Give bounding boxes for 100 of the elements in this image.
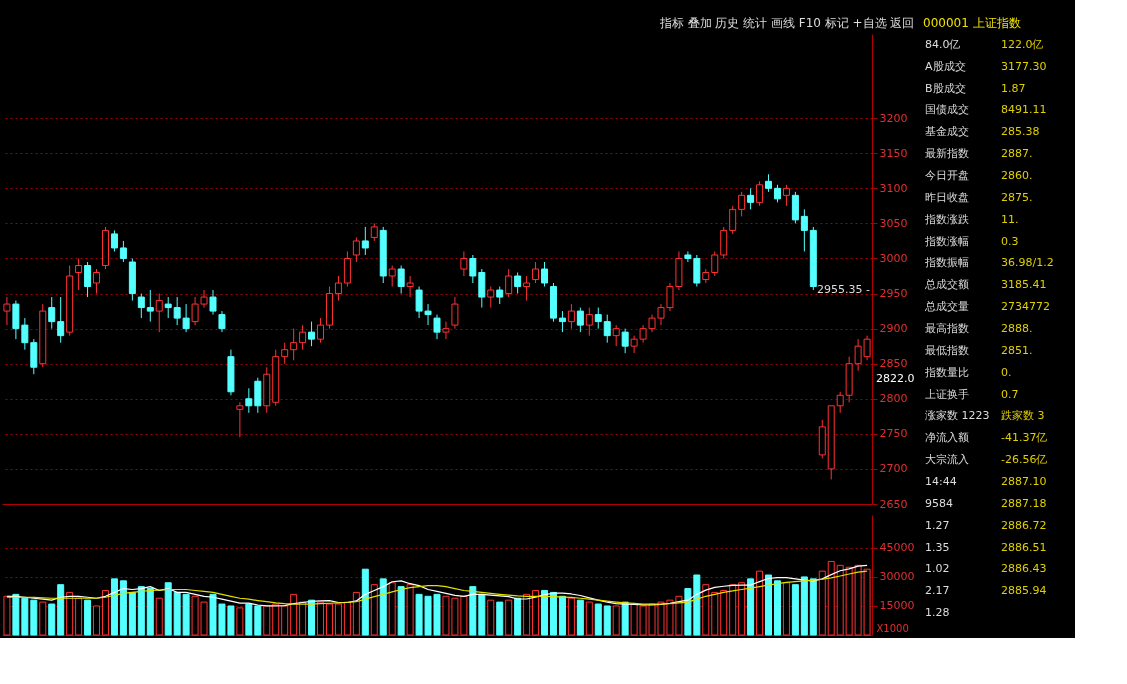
candlestick bbox=[164, 296, 172, 319]
text: 2885.94 bbox=[1001, 584, 1047, 598]
bar bbox=[478, 593, 486, 636]
text: 2851. bbox=[1001, 343, 1033, 357]
text: 指数量比 bbox=[924, 365, 969, 379]
candlestick bbox=[567, 303, 575, 330]
y-tick-label: 2850 bbox=[879, 357, 908, 371]
bar bbox=[57, 584, 65, 636]
bar bbox=[245, 603, 253, 636]
y-tick-label: 30000 bbox=[879, 570, 915, 584]
bar bbox=[576, 599, 584, 636]
text: 1.02 bbox=[925, 562, 950, 576]
bar bbox=[496, 601, 504, 636]
text: 2887. bbox=[1001, 147, 1033, 161]
text: 8491.11 bbox=[1001, 103, 1047, 117]
text: 大宗流入 bbox=[925, 453, 969, 467]
text: -26.56亿 bbox=[1001, 453, 1048, 467]
candlestick bbox=[451, 296, 459, 330]
bar bbox=[765, 574, 773, 636]
candlestick bbox=[532, 261, 540, 284]
text: 2822.0 bbox=[876, 372, 915, 385]
text: 2734772 bbox=[1001, 300, 1050, 314]
candlestick bbox=[299, 324, 307, 351]
text: 2887.18 bbox=[1001, 496, 1047, 510]
bar bbox=[146, 588, 154, 636]
text: 11. bbox=[1001, 212, 1019, 226]
candlestick bbox=[146, 289, 154, 323]
bar bbox=[128, 591, 136, 636]
text: B股成交 bbox=[925, 81, 966, 95]
annotation: 2955.35 - bbox=[817, 283, 871, 296]
candlestick bbox=[3, 296, 11, 326]
bar bbox=[541, 589, 549, 636]
text: -41.37亿 bbox=[1001, 431, 1048, 445]
candlestick bbox=[352, 236, 360, 263]
y-tick-label: 2950 bbox=[879, 287, 908, 301]
bar bbox=[809, 578, 817, 636]
bar bbox=[137, 586, 145, 636]
candlestick bbox=[281, 342, 289, 365]
text: 跌家数 3 bbox=[1001, 409, 1045, 423]
candlestick bbox=[487, 286, 495, 309]
text: 指数涨跌 bbox=[924, 212, 969, 226]
bar bbox=[164, 582, 172, 636]
candlestick bbox=[442, 321, 450, 340]
text: 涨家数 1223 bbox=[925, 409, 990, 423]
y-tick-label: 3000 bbox=[879, 251, 908, 265]
y-tick-label: 2800 bbox=[879, 392, 908, 406]
text: 3185.41 bbox=[1001, 278, 1047, 292]
candlestick bbox=[594, 307, 602, 330]
text: 2886.43 bbox=[1001, 562, 1047, 576]
text: 000001 上证指数 bbox=[923, 16, 1021, 30]
candlestick bbox=[57, 296, 65, 344]
text: 2886.72 bbox=[1001, 518, 1047, 532]
text: 3177.30 bbox=[1001, 59, 1047, 73]
candlestick bbox=[334, 275, 342, 302]
candlestick bbox=[756, 180, 764, 207]
bar bbox=[379, 578, 387, 636]
text: 122.0亿 bbox=[1001, 37, 1044, 51]
text: 2860. bbox=[1001, 169, 1033, 183]
bar bbox=[594, 603, 602, 636]
line-series bbox=[6, 564, 868, 607]
text: 净流入额 bbox=[925, 431, 969, 445]
candlestick bbox=[48, 296, 56, 330]
text: 总成交额 bbox=[924, 278, 969, 292]
text: 最高指数 bbox=[925, 322, 969, 335]
y-tick-label: 2700 bbox=[879, 462, 908, 476]
candlestick bbox=[110, 229, 118, 252]
text: 285.38 bbox=[1001, 125, 1040, 139]
candlestick bbox=[469, 254, 477, 284]
y-tick-label: 2900 bbox=[879, 322, 908, 336]
bar bbox=[110, 578, 118, 636]
text: 最新指数 bbox=[925, 147, 969, 161]
text: 1.87 bbox=[1001, 81, 1026, 95]
candlestick bbox=[738, 191, 746, 217]
text: 昨日收盘 bbox=[925, 190, 969, 204]
candlestick bbox=[747, 187, 755, 210]
candlestick bbox=[397, 264, 405, 295]
text: 0.7 bbox=[1001, 387, 1019, 401]
candlestick bbox=[406, 275, 414, 298]
line-series bbox=[6, 570, 868, 605]
candlestick bbox=[782, 184, 790, 207]
text: 0.3 bbox=[1001, 234, 1019, 248]
bar bbox=[361, 568, 369, 636]
candlestick bbox=[317, 317, 325, 344]
bar bbox=[84, 599, 92, 636]
bar bbox=[621, 601, 629, 636]
bar bbox=[800, 576, 808, 636]
text: 2875. bbox=[1001, 190, 1033, 204]
bar bbox=[48, 603, 56, 636]
candlestick bbox=[711, 250, 719, 277]
text: 总成交量 bbox=[924, 300, 969, 314]
candlestick bbox=[209, 289, 217, 316]
text: 国债成交 bbox=[925, 103, 969, 117]
candlestick bbox=[137, 293, 145, 319]
candlestick bbox=[576, 307, 584, 333]
text: 2886.51 bbox=[1001, 540, 1047, 554]
text: 今日开盘 bbox=[925, 169, 969, 183]
candlestick bbox=[514, 272, 522, 295]
bar bbox=[603, 605, 611, 636]
bar bbox=[119, 580, 127, 636]
text: 36.98/1.2 bbox=[1001, 256, 1054, 270]
